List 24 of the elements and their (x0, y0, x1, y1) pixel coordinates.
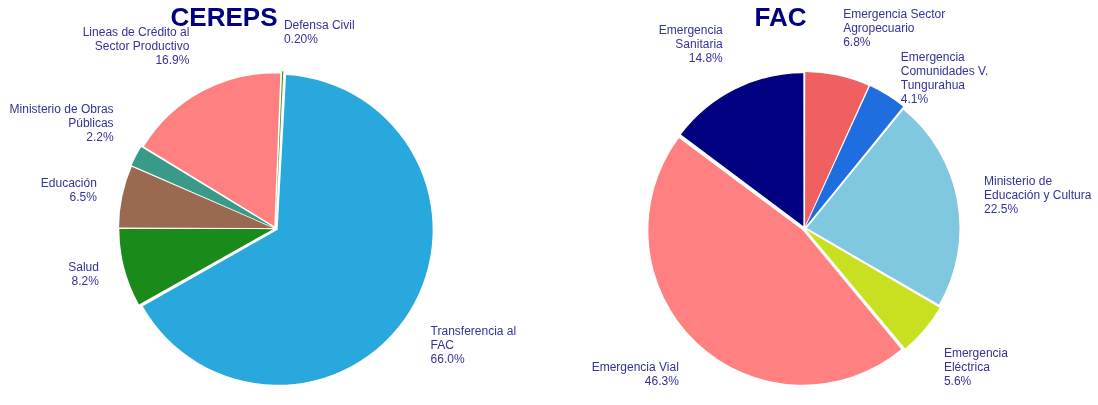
data-label: 4.1% (900, 92, 929, 107)
data-label: 8.2% (71, 273, 100, 288)
slice-label: Emergencia Sanitaria (658, 22, 724, 51)
slice-label: Salud (68, 259, 99, 274)
slice-label: Ministerio de Obras Públicas (9, 101, 114, 130)
data-label: 16.9% (155, 52, 190, 67)
slice-label: Ministerio de Educación y Cultura (984, 174, 1092, 203)
data-label: 6.5% (69, 190, 98, 205)
data-label: 5.6% (943, 373, 972, 388)
slice-label: Defensa Civil (283, 17, 355, 32)
slice-label: Transferencia al FAC (430, 323, 517, 352)
slice-label: Educación (40, 176, 97, 191)
data-label: 14.8% (688, 50, 724, 65)
slice-label: Emergencia Sector Agropecuario (843, 7, 946, 36)
data-label: 46.3% (644, 374, 680, 389)
slice-label: Emergencia Vial (591, 360, 679, 375)
chart-title: FAC (754, 2, 807, 32)
data-label: 0.20% (283, 31, 319, 46)
data-label: 22.5% (984, 202, 1019, 217)
data-label: 2.2% (86, 129, 114, 144)
slice-label: Emergencia Eléctrica (943, 345, 1009, 374)
data-label: 6.8% (843, 35, 871, 50)
slice-label: Emergencia Comunidades V. Tungurahua (900, 50, 989, 93)
data-label: 66.0% (430, 351, 465, 366)
